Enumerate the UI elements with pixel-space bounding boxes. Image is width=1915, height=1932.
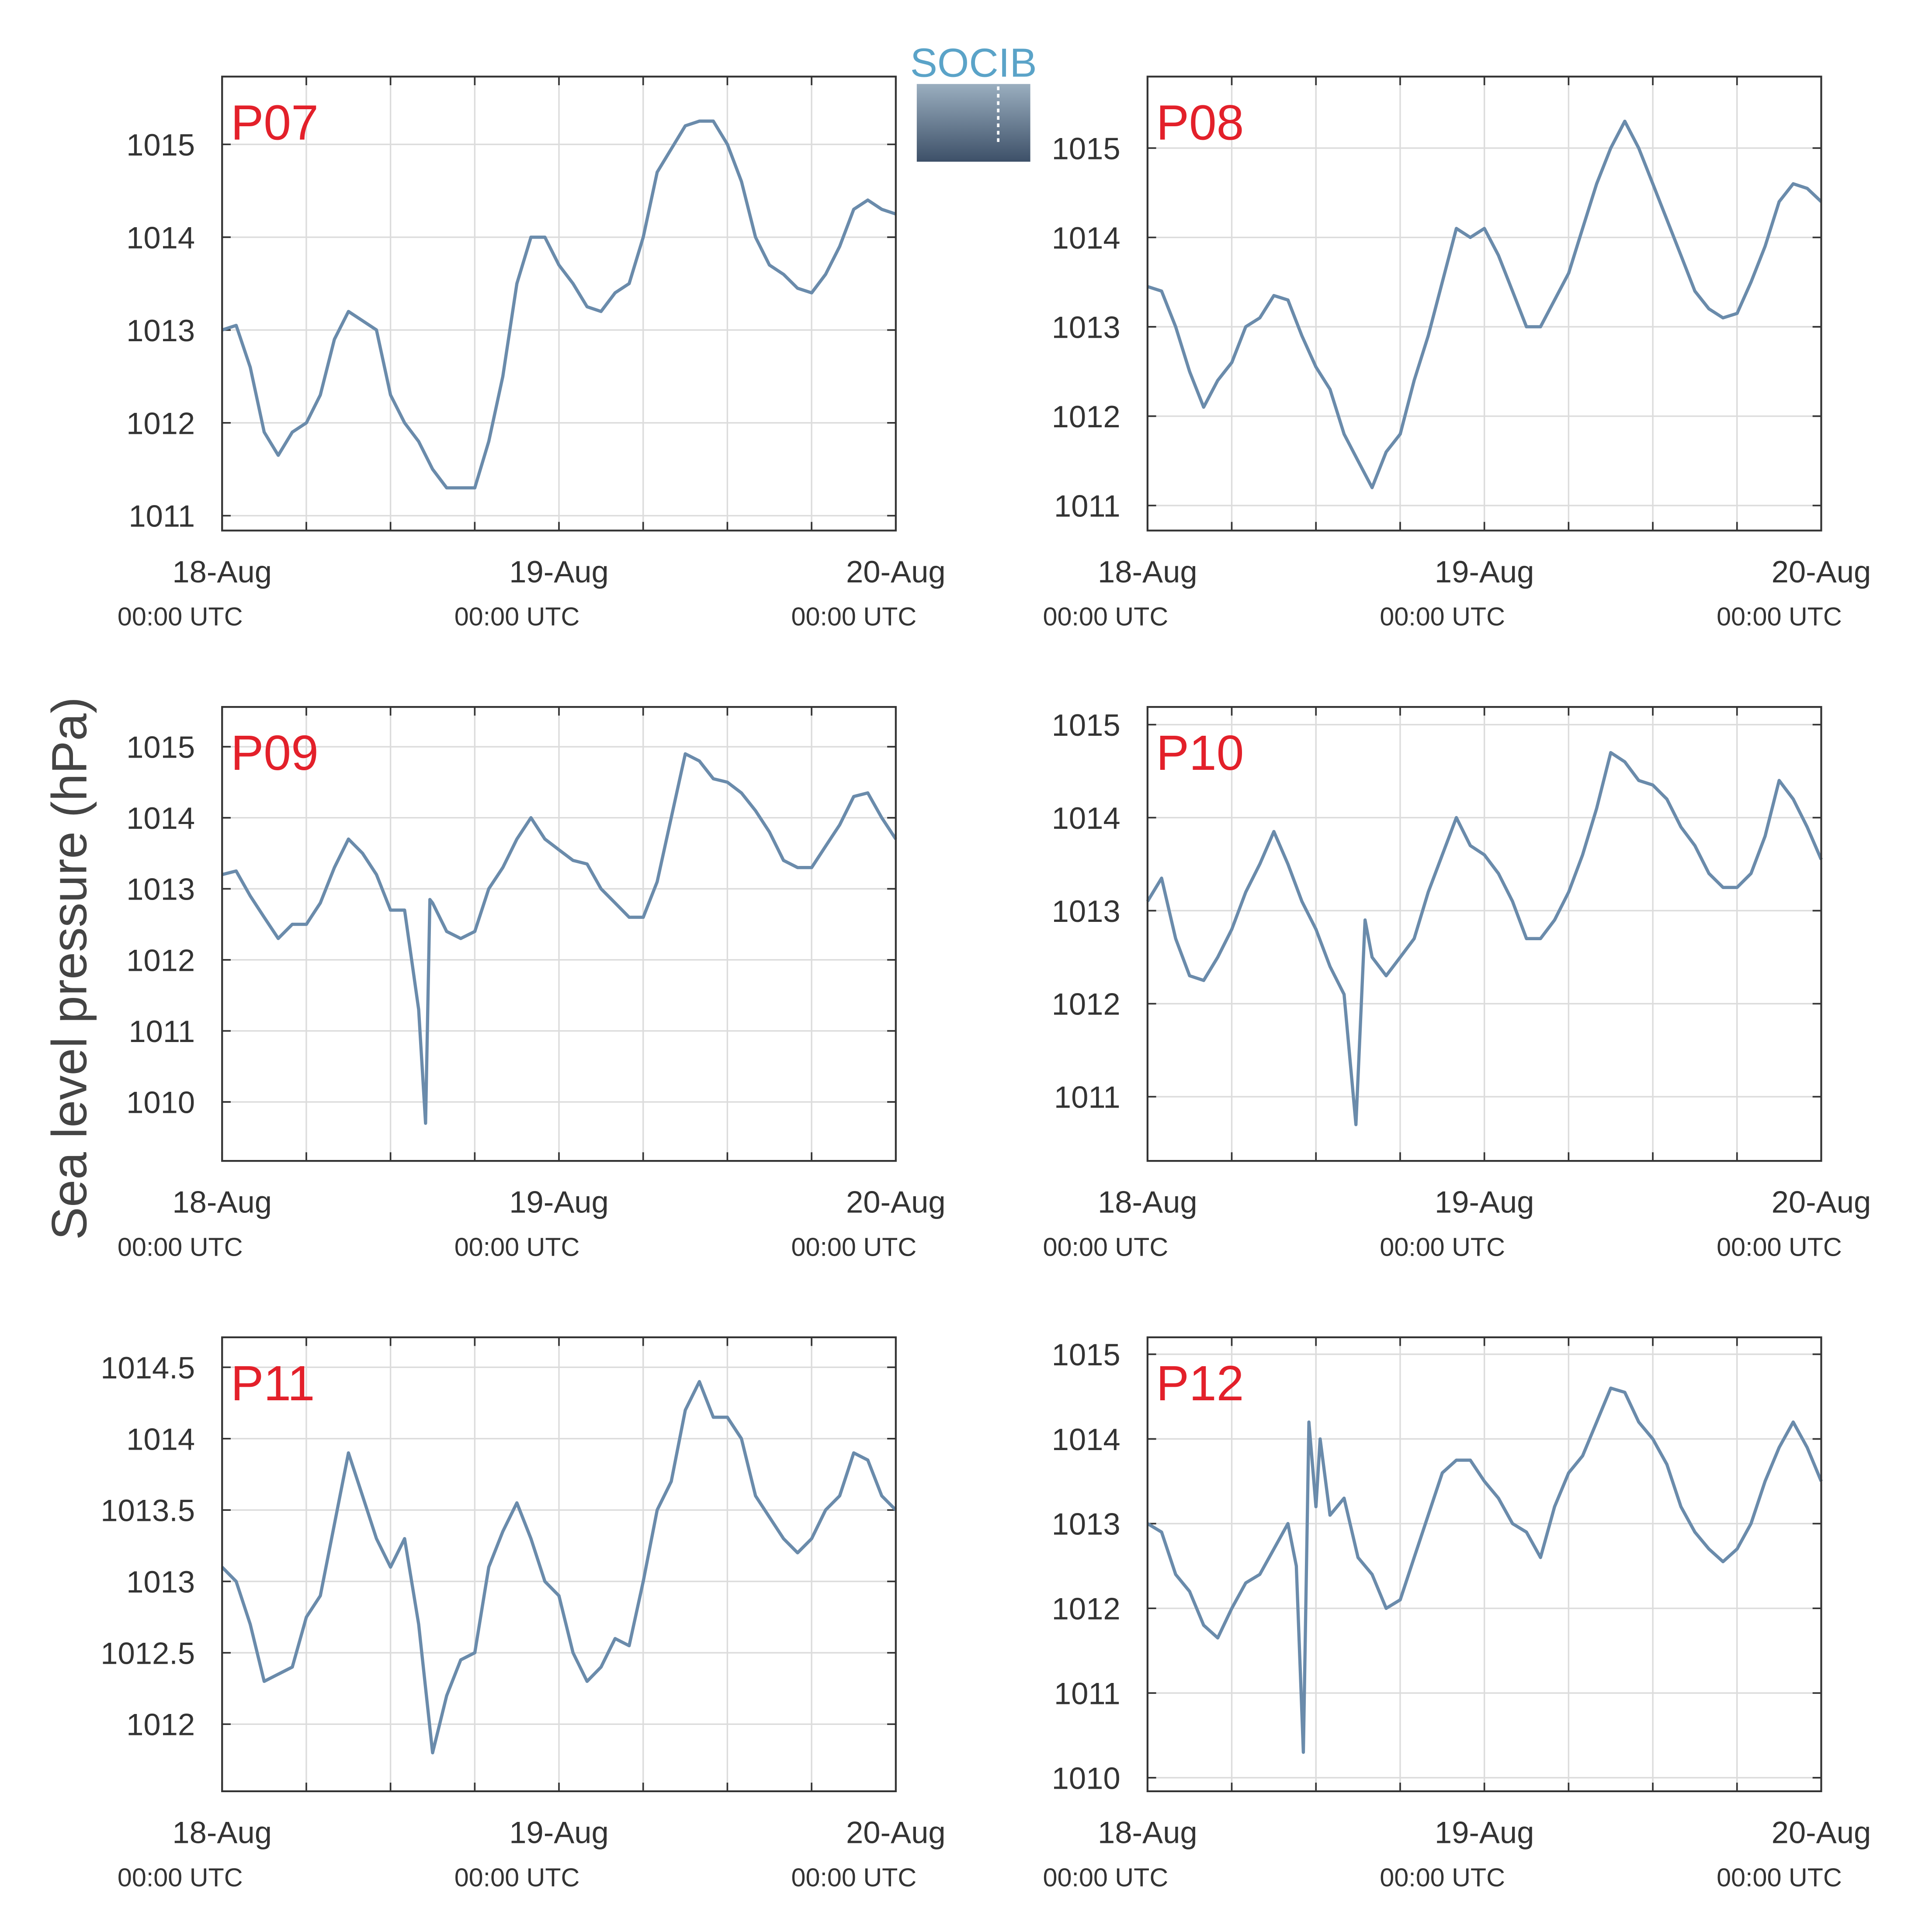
y-tick-label: 1010 [126,1085,195,1120]
x-tick-label: 18-Aug [172,554,272,589]
x-tick-label: 18-Aug [1098,554,1197,589]
chart-title: P07 [231,95,319,150]
plot-frame [1146,1336,1822,1793]
chart-title: P08 [1156,95,1244,150]
y-tick-label: 1014 [126,220,195,255]
y-tick-label: 1012 [126,943,195,977]
chart-title: P12 [1156,1356,1244,1411]
y-tick-label: 1015 [126,128,195,162]
y-tick-label: 1010 [1052,1761,1121,1795]
y-tick-label: 1014 [1052,1422,1121,1457]
plot-frame [1146,76,1822,532]
x-tick-label: 19-Aug [509,554,609,589]
x-tick-label: 20-Aug [846,1815,946,1849]
x-tick-label: 20-Aug [1772,1185,1871,1219]
x-tick-label: 18-Aug [172,1815,272,1849]
logo: SOCIB [910,40,1037,162]
x-tick-sublabel: 00:00 UTC [1717,602,1842,631]
y-tick-label: 1012 [126,1707,195,1742]
y-tick-label: 1012 [1052,399,1121,434]
chart-title: P09 [231,725,319,780]
x-tick-label: 19-Aug [509,1185,609,1219]
x-tick-sublabel: 00:00 UTC [1043,1233,1168,1262]
x-tick-sublabel: 00:00 UTC [118,1863,243,1892]
line [1147,119,1822,489]
x-tick-sublabel: 00:00 UTC [454,1863,580,1892]
x-tick-sublabel: 00:00 UTC [1043,1863,1168,1892]
x-tick-label: 20-Aug [1772,1815,1871,1849]
x-tick-sublabel: 00:00 UTC [1043,602,1168,631]
x-tick-sublabel: 00:00 UTC [791,602,917,631]
plot-frame [221,1336,897,1793]
y-tick-label: 1013 [126,872,195,907]
line [1146,1386,1823,1754]
x-tick-label: 18-Aug [172,1185,272,1219]
plot-frame [1146,706,1822,1162]
x-tick-label: 19-Aug [509,1815,609,1849]
line [1146,751,1823,1126]
y-tick-label: 1014 [1052,221,1121,255]
x-tick-sublabel: 00:00 UTC [1380,602,1505,631]
y-tick-label: 1012 [126,406,195,440]
x-tick-label: 20-Aug [846,1185,946,1219]
y-tick-label: 1012 [1052,987,1121,1021]
x-tick-label: 18-Aug [1098,1815,1197,1849]
y-tick-label: 1015 [1052,131,1121,166]
x-tick-label: 19-Aug [1435,1815,1534,1849]
x-tick-label: 19-Aug [1435,554,1534,589]
logo-text: SOCIB [910,40,1037,85]
y-tick-label: 1011 [128,499,195,533]
x-tick-sublabel: 00:00 UTC [791,1233,917,1262]
y-tick-label: 1012 [1052,1592,1121,1626]
x-tick-label: 19-Aug [1435,1185,1534,1219]
logo-block [916,84,1030,162]
y-tick-label: 1014 [126,801,195,835]
line [221,1380,897,1755]
x-tick-sublabel: 00:00 UTC [1380,1863,1505,1892]
plot-frame [221,706,897,1162]
x-tick-sublabel: 00:00 UTC [1380,1233,1505,1262]
y-tick-label: 1013 [1052,1507,1121,1541]
x-tick-sublabel: 00:00 UTC [1717,1863,1842,1892]
y-tick-label: 1013 [126,313,195,348]
x-tick-sublabel: 00:00 UTC [791,1863,917,1892]
chart-title: P10 [1156,725,1244,780]
x-tick-sublabel: 00:00 UTC [1717,1233,1842,1262]
x-tick-label: 20-Aug [1772,554,1871,589]
y-tick-label: 1014 [126,1422,195,1456]
y-tick-label: 1011 [1054,1676,1121,1710]
y-tick-label: 1011 [1054,488,1121,523]
y-tick-label: 1011 [128,1014,195,1049]
y-tick-label: 1015 [126,730,195,765]
y-tick-label: 1015 [1052,708,1121,742]
x-tick-sublabel: 00:00 UTC [454,1233,580,1262]
x-tick-sublabel: 00:00 UTC [454,602,580,631]
chart-title: P11 [231,1356,315,1411]
line [222,119,896,490]
x-tick-label: 20-Aug [846,554,946,589]
y-tick-label: 1013 [1052,894,1121,928]
y-tick-label: 1012.5 [101,1636,195,1670]
y-tick-label: 1014 [1052,801,1121,835]
y-tick-label: 1013.5 [101,1493,195,1528]
line [222,752,897,1125]
x-tick-sublabel: 00:00 UTC [118,1233,243,1262]
x-tick-label: 18-Aug [1098,1185,1197,1219]
y-tick-label: 1013 [126,1565,195,1599]
plot-frame [221,76,897,532]
y-tick-label: 1015 [1052,1337,1121,1372]
y-axis-label: Sea level pressure (hPa) [42,697,97,1240]
x-tick-sublabel: 00:00 UTC [118,602,243,631]
y-tick-label: 1014.5 [101,1350,195,1385]
y-tick-label: 1011 [1054,1080,1121,1115]
y-tick-label: 1013 [1052,310,1121,344]
